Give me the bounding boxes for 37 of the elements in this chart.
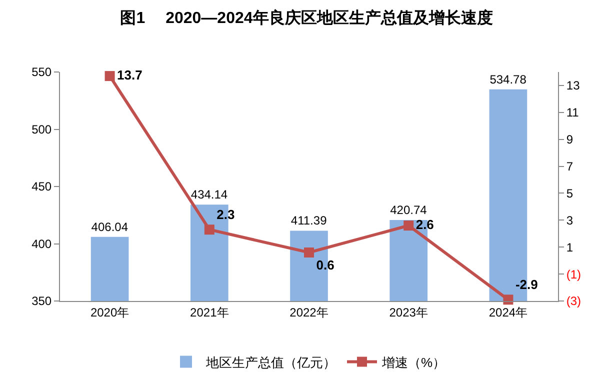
y-tick-label: 450 xyxy=(32,180,52,194)
point xyxy=(304,248,314,258)
data-label: 406.04 xyxy=(91,220,128,234)
data-label: 13.7 xyxy=(117,67,142,82)
y2-tick-label: 7 xyxy=(566,159,574,174)
x-tick-label: 2021年 xyxy=(190,305,229,320)
y2-tick-label: 11 xyxy=(566,106,580,120)
x-tick-label: 2024年 xyxy=(488,305,528,320)
point xyxy=(503,294,514,305)
data-label: 0.6 xyxy=(316,258,334,273)
data-label: 2.6 xyxy=(416,216,434,232)
data-label: 534.78 xyxy=(490,72,527,86)
point xyxy=(104,71,115,82)
y-tick-label: 400 xyxy=(32,236,52,251)
y2-tick-label: 5 xyxy=(566,186,574,200)
data-label: -2.9 xyxy=(515,277,538,292)
y2-tick-label: (1) xyxy=(566,267,582,282)
legend-label: 地区生产总值（亿元） xyxy=(205,354,336,370)
legend-label: 增速（%） xyxy=(381,354,446,370)
y-tick-label: 350 xyxy=(32,294,52,308)
y2-tick-label: 9 xyxy=(566,132,574,147)
x-tick-label: 2020年 xyxy=(90,305,130,320)
y2-tick-label: 13 xyxy=(566,78,580,93)
point xyxy=(204,224,214,235)
point xyxy=(404,220,414,231)
x-tick-label: 2023年 xyxy=(389,305,428,320)
chart-title: 图1 2020—2024年良庆区地区生产总值及增长速度 xyxy=(120,8,493,27)
y-tick-label: 550 xyxy=(32,65,52,80)
data-label: 434.14 xyxy=(190,188,228,202)
data-label: 2.3 xyxy=(216,207,235,222)
y2-tick-label: 1 xyxy=(566,240,574,254)
y-tick-label: 500 xyxy=(32,122,52,136)
y2-tick-label: (3) xyxy=(566,294,582,308)
y2-tick-label: 3 xyxy=(566,213,574,228)
data-label: 411.39 xyxy=(290,214,328,228)
x-tick-label: 2022年 xyxy=(290,305,328,320)
data-label: 420.74 xyxy=(390,203,428,217)
